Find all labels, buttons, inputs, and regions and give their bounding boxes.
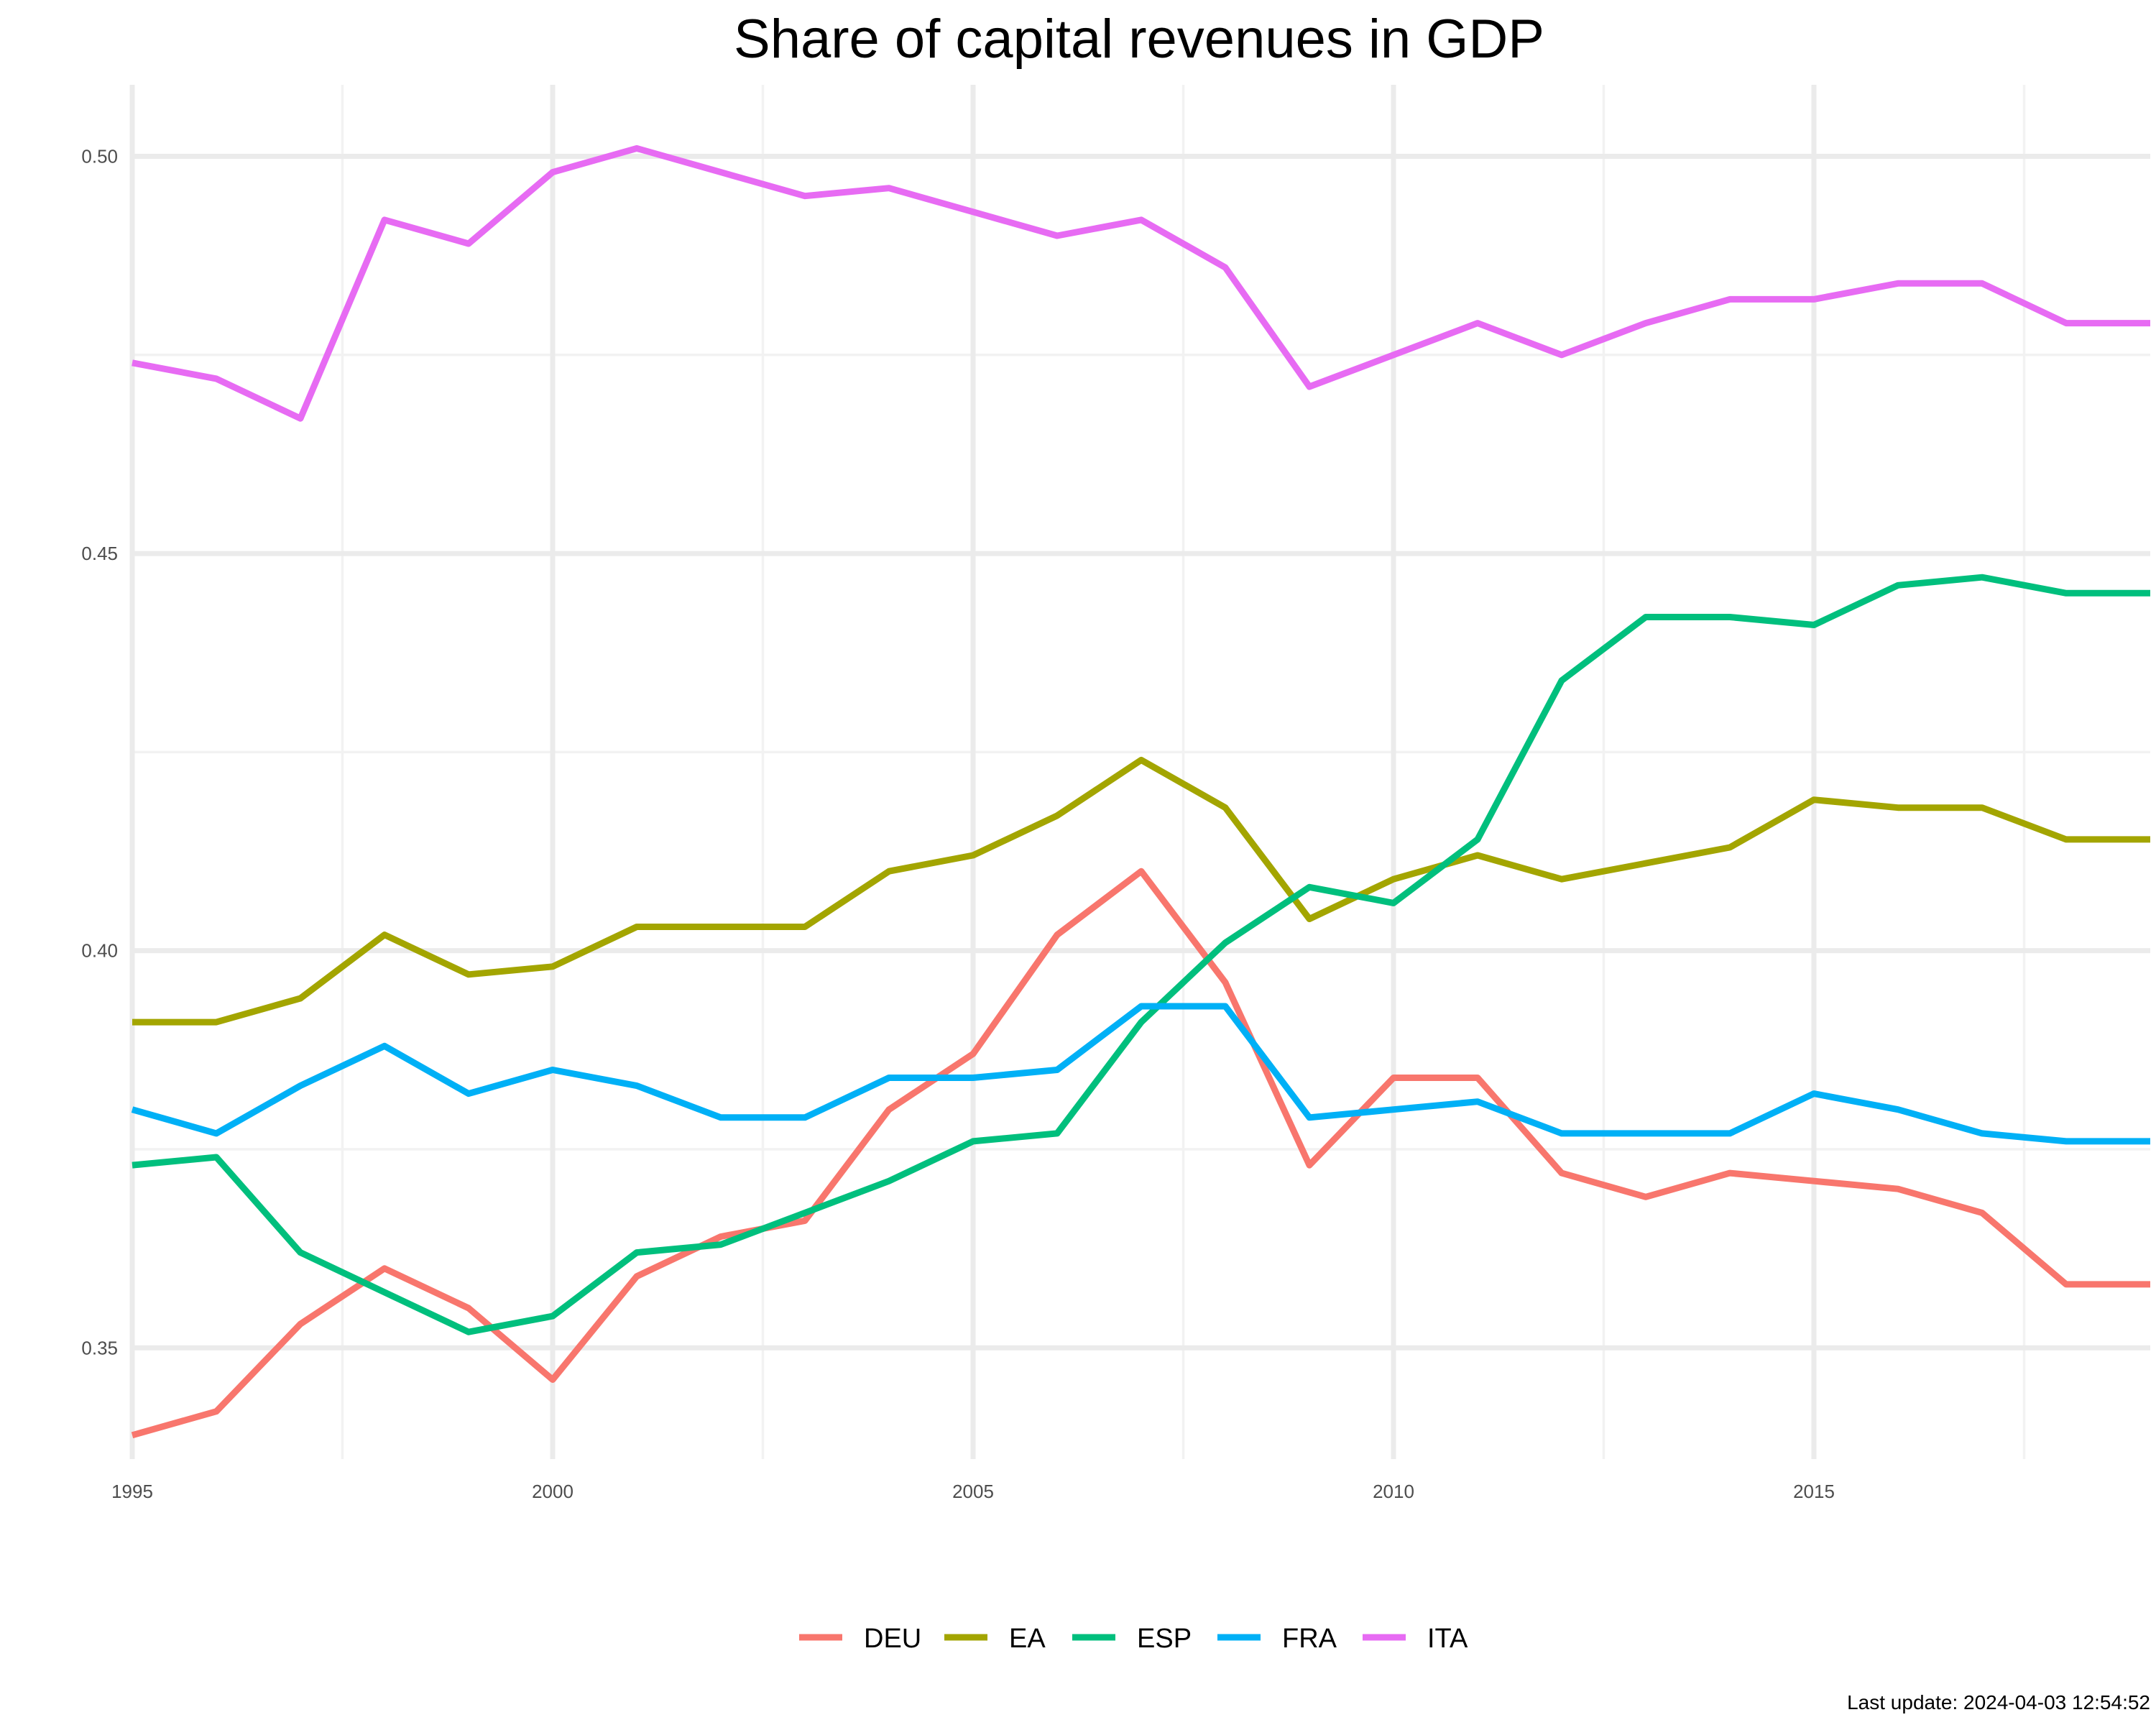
legend-label: FRA	[1282, 1624, 1337, 1654]
legend-item-ita: ITA	[1363, 1624, 1468, 1654]
series-line-ea	[132, 756, 2150, 1026]
legend-label: ITA	[1427, 1624, 1468, 1654]
series-line-ita	[132, 144, 2150, 422]
x-tick-label: 2000	[532, 1481, 573, 1502]
x-tick-label: 2010	[1373, 1481, 1414, 1502]
legend-label: DEU	[864, 1624, 921, 1654]
series-line-deu	[131, 868, 2150, 1439]
y-tick-label: 0.35	[81, 1337, 118, 1358]
legend-item-fra: FRA	[1217, 1624, 1337, 1654]
legend-item-deu: DEU	[799, 1624, 921, 1654]
grid-major	[129, 85, 2150, 1459]
y-tick-label: 0.50	[81, 145, 118, 167]
legend-item-ea: EA	[944, 1624, 1046, 1654]
x-axis-tick-labels: 1995 2000 2005 2010 2015	[111, 1481, 1835, 1502]
x-tick-label: 2015	[1793, 1481, 1835, 1502]
chart-title: Share of capital revenues in GDP	[734, 9, 1544, 70]
y-axis-tick-labels: 0.35 0.40 0.45 0.50	[81, 145, 118, 1358]
last-update-caption: Last update: 2024-04-03 12:54:52	[1847, 1691, 2150, 1714]
legend-item-esp: ESP	[1072, 1624, 1192, 1654]
legend-label: EA	[1009, 1624, 1046, 1654]
legend: DEU EA ESP FRA ITA	[799, 1624, 1468, 1654]
y-tick-label: 0.45	[81, 543, 118, 564]
legend-label: ESP	[1137, 1624, 1192, 1654]
x-tick-label: 2005	[952, 1481, 994, 1502]
series-lines	[131, 144, 2150, 1439]
x-tick-label: 1995	[111, 1481, 153, 1502]
series-line-esp	[132, 574, 2150, 1335]
series-line-fra	[131, 1003, 2150, 1145]
y-tick-label: 0.40	[81, 940, 118, 962]
grid-minor	[132, 85, 2150, 1459]
